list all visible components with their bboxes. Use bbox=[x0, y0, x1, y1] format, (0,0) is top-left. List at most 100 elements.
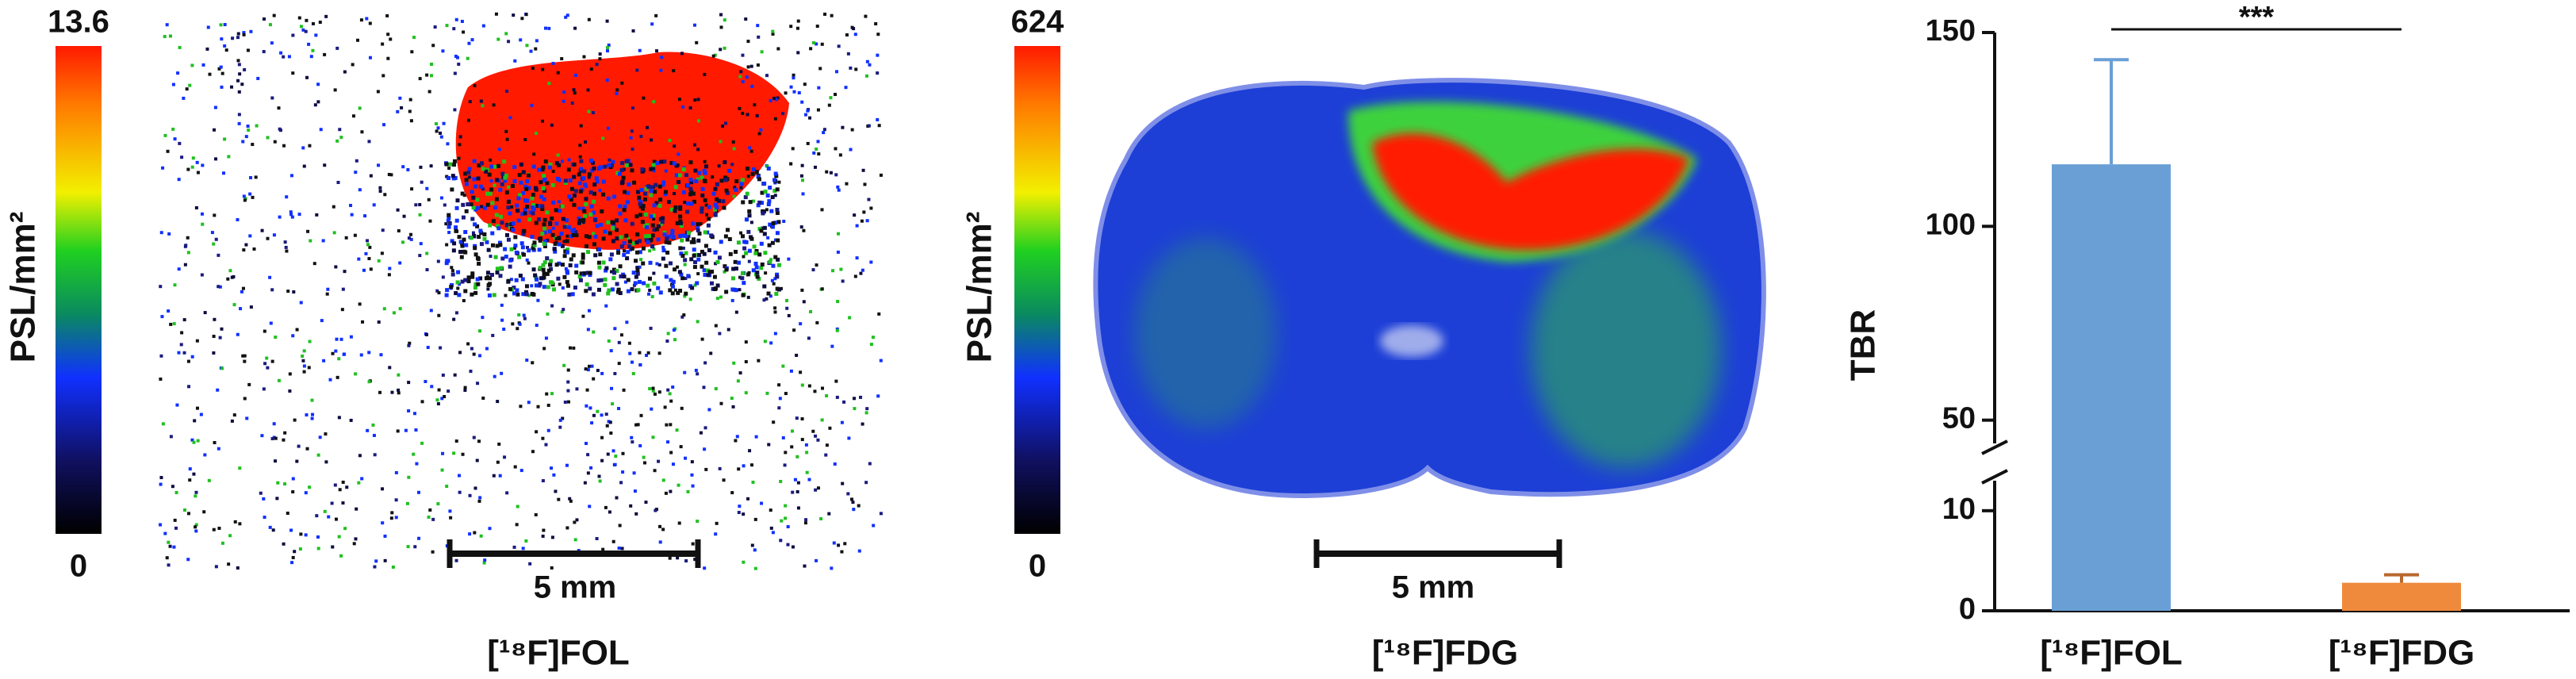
noise-dot bbox=[239, 307, 243, 311]
noise-dot bbox=[790, 429, 794, 433]
noise-dot bbox=[562, 240, 566, 244]
noise-dot bbox=[295, 459, 299, 463]
noise-dot bbox=[805, 451, 809, 455]
noise-dot bbox=[622, 249, 626, 253]
noise-dot bbox=[599, 278, 604, 282]
noise-dot bbox=[583, 214, 588, 219]
noise-dot bbox=[527, 401, 531, 405]
noise-dot bbox=[789, 25, 793, 29]
noise-dot bbox=[223, 23, 227, 27]
noise-dot bbox=[372, 203, 376, 207]
noise-dot bbox=[479, 161, 484, 166]
noise-dot bbox=[725, 228, 730, 232]
noise-dot bbox=[262, 50, 266, 54]
noise-dot bbox=[841, 125, 845, 129]
noise-dot bbox=[409, 119, 413, 123]
noise-dot bbox=[522, 252, 527, 257]
noise-dot bbox=[527, 293, 531, 297]
noise-dot bbox=[323, 52, 327, 56]
noise-dot bbox=[236, 36, 240, 40]
noise-dot bbox=[665, 423, 669, 427]
noise-dot bbox=[539, 276, 543, 281]
noise-dot bbox=[703, 447, 707, 451]
noise-dot bbox=[619, 244, 624, 249]
noise-dot bbox=[793, 478, 797, 481]
noise-dot bbox=[472, 435, 476, 439]
noise-dot bbox=[719, 178, 724, 183]
noise-dot bbox=[176, 71, 180, 75]
noise-dot bbox=[594, 176, 599, 181]
noise-dot bbox=[304, 29, 308, 33]
noise-dot bbox=[533, 273, 538, 278]
noise-dot bbox=[643, 191, 648, 196]
noise-dot bbox=[523, 137, 527, 141]
noise-dot bbox=[426, 345, 430, 349]
noise-dot bbox=[567, 292, 572, 297]
noise-dot bbox=[527, 261, 531, 265]
noise-dot bbox=[251, 143, 255, 147]
noise-dot bbox=[524, 539, 528, 543]
noise-dot bbox=[196, 171, 200, 175]
noise-dot bbox=[707, 247, 711, 252]
noise-dot bbox=[684, 456, 688, 460]
noise-dot bbox=[661, 256, 665, 261]
noise-dot bbox=[557, 497, 561, 501]
noise-dot bbox=[307, 366, 311, 370]
noise-dot bbox=[220, 85, 224, 89]
noise-dot bbox=[437, 313, 441, 317]
noise-dot bbox=[648, 386, 652, 390]
noise-dot bbox=[766, 291, 771, 296]
noise-dot bbox=[753, 517, 757, 521]
noise-dot bbox=[254, 175, 258, 179]
noise-dot bbox=[876, 71, 880, 75]
noise-dot bbox=[550, 566, 554, 570]
noise-dot bbox=[546, 268, 551, 273]
noise-dot bbox=[719, 25, 723, 29]
noise-dot bbox=[557, 209, 562, 213]
noise-dot bbox=[588, 159, 593, 163]
noise-dot bbox=[460, 191, 465, 196]
noise-dot bbox=[855, 256, 859, 260]
noise-dot bbox=[510, 183, 515, 188]
noise-dot bbox=[444, 293, 449, 297]
noise-dot bbox=[615, 88, 619, 92]
noise-dot bbox=[188, 478, 192, 482]
noise-dot bbox=[570, 102, 574, 105]
noise-dot bbox=[650, 138, 654, 142]
noise-dot bbox=[571, 232, 576, 237]
noise-dot bbox=[316, 100, 320, 104]
noise-dot bbox=[784, 516, 788, 520]
noise-dot bbox=[542, 347, 546, 351]
noise-dot bbox=[472, 159, 477, 163]
noise-dot bbox=[508, 116, 512, 120]
noise-dot bbox=[570, 228, 575, 233]
noise-dot bbox=[651, 163, 656, 167]
noise-dot bbox=[684, 173, 688, 178]
noise-dot bbox=[700, 186, 705, 191]
noise-dot bbox=[611, 226, 615, 231]
noise-dot bbox=[323, 163, 327, 167]
noise-dot bbox=[397, 388, 401, 392]
noise-dot bbox=[817, 86, 821, 90]
noise-dot bbox=[542, 230, 547, 235]
noise-dot bbox=[236, 217, 240, 221]
noise-dot bbox=[546, 312, 550, 316]
noise-dot bbox=[569, 499, 573, 503]
noise-dot bbox=[804, 518, 808, 522]
noise-dot bbox=[590, 421, 594, 425]
noise-dot bbox=[440, 397, 444, 401]
noise-dot bbox=[424, 332, 428, 336]
noise-dot bbox=[207, 478, 211, 482]
noise-dot bbox=[664, 169, 668, 173]
noise-dot bbox=[560, 57, 564, 61]
noise-dot bbox=[845, 182, 849, 186]
noise-dot bbox=[825, 443, 829, 447]
noise-dot bbox=[542, 226, 547, 231]
noise-dot bbox=[670, 291, 675, 296]
noise-dot bbox=[606, 46, 610, 50]
noise-dot bbox=[773, 117, 777, 121]
noise-dot bbox=[542, 241, 546, 246]
noise-dot bbox=[217, 67, 221, 71]
noise-dot bbox=[237, 121, 241, 125]
noise-dot bbox=[791, 545, 795, 549]
